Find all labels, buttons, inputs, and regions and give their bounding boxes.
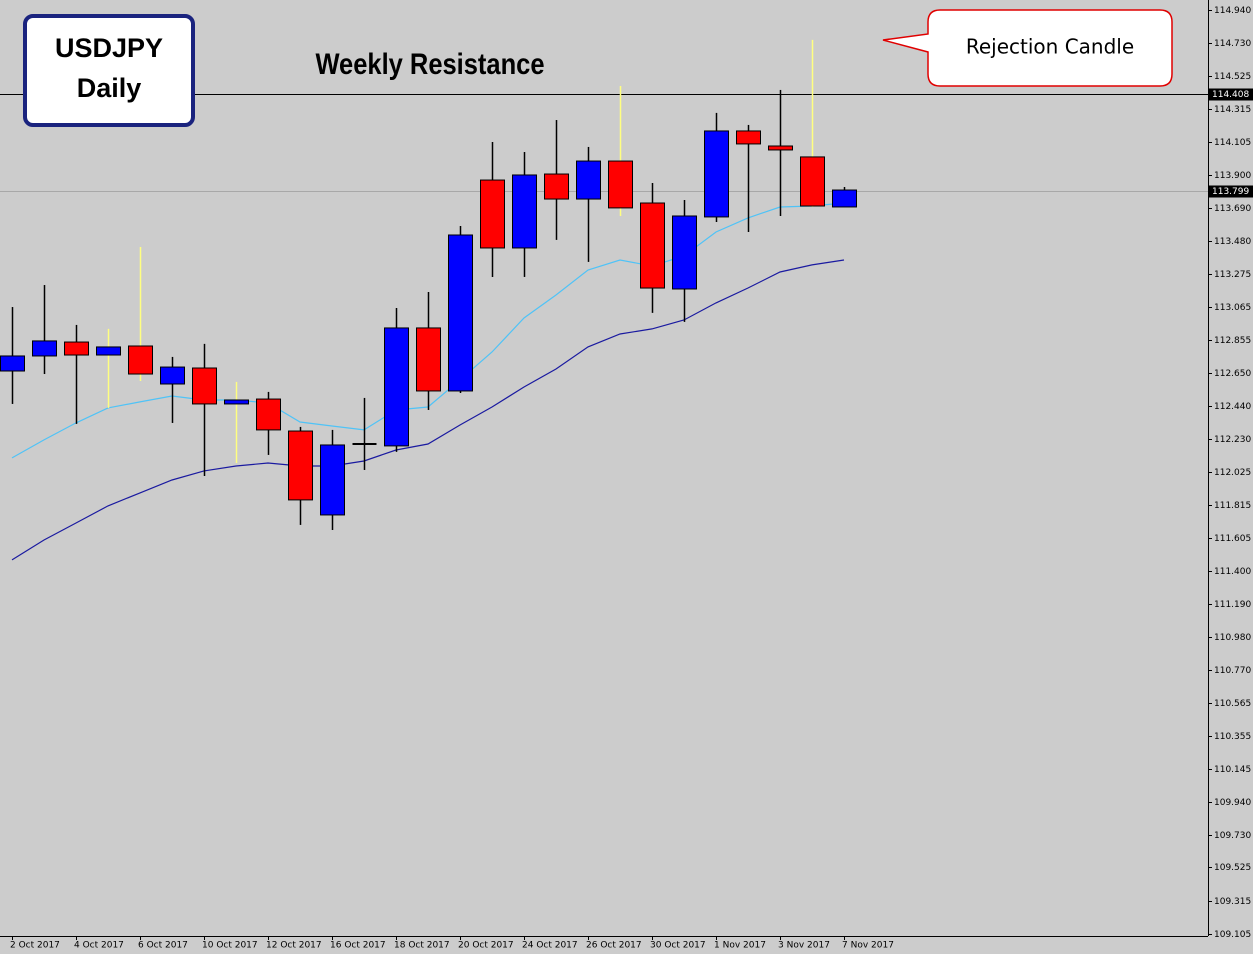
title-box (23, 14, 195, 127)
y-tick-label: 112.855 (1214, 336, 1251, 346)
x-tick-label: 6 Oct 2017 (138, 941, 188, 951)
chart-subtitle: Daily (77, 73, 142, 103)
candle-body (288, 430, 313, 501)
candle-body (768, 145, 793, 151)
y-tick-label: 110.355 (1214, 732, 1251, 742)
price-label-box (1209, 185, 1253, 198)
y-tick-label: 109.940 (1214, 798, 1251, 808)
x-tick-label: 3 Nov 2017 (778, 941, 830, 951)
y-tick-label: 113.065 (1214, 303, 1251, 313)
y-tick-label: 114.315 (1214, 105, 1251, 115)
candle-body (608, 160, 633, 209)
y-tick-label: 111.400 (1214, 567, 1251, 577)
candle-body (384, 327, 409, 447)
y-tick-label: 114.525 (1214, 72, 1251, 82)
candle-body (736, 130, 761, 145)
price-label: 113.799 (1212, 187, 1249, 197)
candle-body (800, 156, 825, 207)
candle-body (256, 398, 281, 431)
candle-body (160, 366, 185, 385)
y-tick-label: 111.815 (1214, 501, 1251, 511)
candle-body (192, 367, 217, 405)
x-tick-label: 1 Nov 2017 (714, 941, 766, 951)
candle-body (128, 345, 153, 375)
y-tick-label: 114.730 (1214, 39, 1251, 49)
candle-body (448, 234, 473, 392)
y-tick-label: 110.770 (1214, 666, 1251, 676)
y-tick-label: 111.605 (1214, 534, 1251, 544)
y-tick-label: 113.900 (1214, 171, 1251, 181)
y-tick-label: 113.480 (1214, 237, 1251, 247)
y-tick-label: 112.025 (1214, 468, 1251, 478)
candle-body (64, 341, 89, 356)
y-tick-label: 109.525 (1214, 863, 1251, 873)
x-tick-label: 18 Oct 2017 (394, 941, 450, 951)
y-tick-label: 110.980 (1214, 633, 1251, 643)
y-tick-label: 112.440 (1214, 402, 1251, 412)
candle-body (320, 444, 345, 516)
plot-area (0, 39, 1208, 561)
y-tick-label: 109.315 (1214, 897, 1251, 907)
y-tick-label: 114.105 (1214, 138, 1251, 148)
candle-body (672, 215, 697, 290)
x-tick-label: 30 Oct 2017 (650, 941, 706, 951)
y-tick-label: 110.145 (1214, 765, 1251, 775)
candle-body (576, 160, 601, 200)
candle-body (704, 130, 729, 218)
annotation: Rejection Candle (966, 35, 1134, 59)
y-tick-label: 112.650 (1214, 369, 1251, 379)
y-tick-label: 110.565 (1214, 699, 1251, 709)
y-tick-label: 109.730 (1214, 831, 1251, 841)
x-tick-label: 4 Oct 2017 (74, 941, 124, 951)
candle-body (480, 179, 505, 249)
x-tick-label: 7 Nov 2017 (842, 941, 894, 951)
x-tick-label: 10 Oct 2017 (202, 941, 258, 951)
price-label-box (1209, 88, 1253, 101)
candle-body (416, 327, 441, 392)
y-tick-label: 113.690 (1214, 204, 1251, 214)
y-tick-label: 111.190 (1214, 600, 1251, 610)
candle-body (224, 399, 249, 405)
x-tick-label: 24 Oct 2017 (522, 941, 578, 951)
candle-body (544, 173, 569, 200)
y-tick-label: 114.940 (1214, 6, 1251, 16)
x-tick-label: 20 Oct 2017 (458, 941, 514, 951)
y-tick-label: 112.230 (1214, 435, 1251, 445)
candle-body (0, 355, 25, 372)
x-tick-label: 2 Oct 2017 (10, 941, 60, 951)
candle-body (832, 189, 857, 208)
chart-title: USDJPY (55, 33, 163, 63)
price-label: 114.408 (1212, 90, 1249, 100)
x-tick-label: 16 Oct 2017 (330, 941, 386, 951)
annotation: Weekly Resistance (315, 47, 544, 80)
y-tick-label: 113.275 (1214, 270, 1251, 280)
x-tick-label: 26 Oct 2017 (586, 941, 642, 951)
candle-body (640, 202, 665, 289)
x-tick-label: 12 Oct 2017 (266, 941, 322, 951)
candle-body (32, 340, 57, 357)
candle-body (512, 174, 537, 249)
candle-body (96, 346, 121, 356)
callout (882, 9, 1173, 87)
moving-average (11, 259, 845, 561)
y-tick-label: 109.105 (1214, 930, 1251, 940)
